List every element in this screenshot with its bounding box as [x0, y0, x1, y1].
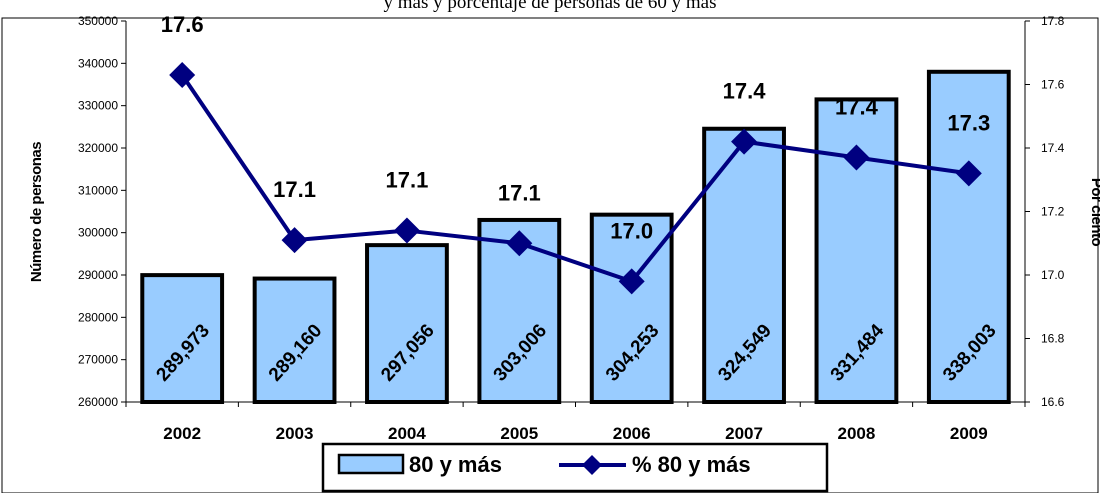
- bars: 289,973 289,160 297,056 303,006 304,253 324,5…: [140, 69, 1011, 405]
- x-tick-label: 2007: [725, 424, 763, 443]
- percent-value-label: 17.0: [610, 218, 653, 243]
- y2-tick-label: 17.0: [1041, 268, 1065, 282]
- legend: 80 y más % 80 y más: [321, 442, 829, 493]
- y2-tick-label: 17.2: [1041, 205, 1065, 219]
- x-tick-label: 2003: [276, 424, 314, 443]
- x-tick-label: 2009: [950, 424, 988, 443]
- bar-2004: [365, 243, 449, 404]
- y-tick-label: 300000: [78, 226, 118, 240]
- percent-value-label: 17.1: [386, 168, 429, 193]
- y-tick-label: 330000: [78, 99, 118, 113]
- percent-value-label: 17.1: [273, 177, 316, 202]
- y2-tick-label: 16.8: [1041, 332, 1065, 346]
- bar-2003: [252, 276, 337, 404]
- percent-value-label: 17.4: [723, 79, 767, 104]
- y2-tick-label: 17.8: [1041, 14, 1065, 28]
- legend-box: [321, 442, 829, 493]
- percent-marker: [955, 160, 982, 187]
- y2-tick-label: 17.4: [1041, 141, 1065, 155]
- percent-marker: [169, 61, 196, 88]
- percent-value-label: 17.1: [498, 180, 541, 205]
- y-tick-label: 260000: [78, 395, 118, 409]
- percent-marker: [281, 227, 308, 254]
- percent-line: [180, 73, 970, 284]
- x-tick-label: 2005: [500, 424, 538, 443]
- y-tick-label: 320000: [78, 141, 118, 155]
- x-tick-label: 2004: [388, 424, 426, 443]
- legend-bar-label: 80 y más: [409, 452, 502, 477]
- y-tick-label: 350000: [78, 14, 118, 28]
- x-axis-labels: 2002 2003 2004 2005 2006 2007 2008 2009: [125, 401, 1026, 443]
- chart-frame: [1, 17, 1099, 493]
- percent-marker: [731, 128, 758, 155]
- percent-value-label: 17.6: [161, 12, 204, 37]
- y2-axis-title: Por ciento: [1088, 178, 1100, 247]
- percent-line-series: 17.6 17.1 17.1 17.1 17.0 17.4 17.4 17.3: [161, 12, 990, 295]
- y-tick-label: 270000: [78, 353, 118, 367]
- chart-title: y más y porcentaje de personas de 60 y m…: [384, 0, 717, 13]
- legend-line-marker: [582, 455, 602, 475]
- y-tick-label: 290000: [78, 268, 118, 282]
- legend-line-label: % 80 y más: [632, 452, 751, 477]
- legend-bar-swatch: [337, 453, 405, 475]
- y-tick-label: 340000: [78, 56, 118, 70]
- y-tick-label: 310000: [78, 183, 118, 197]
- x-tick-label: 2008: [838, 424, 876, 443]
- right-axis: 16.6 16.8 17.0 17.2 17.4 17.6 17.8: [1024, 14, 1065, 409]
- percent-marker: [393, 217, 420, 244]
- y-tick-label: 280000: [78, 310, 118, 324]
- left-axis: 260000 270000 280000 290000 300000 310000 3200…: [78, 14, 127, 409]
- percent-marker: [506, 230, 533, 257]
- percent-marker: [618, 268, 645, 295]
- y2-tick-label: 16.6: [1041, 395, 1065, 409]
- x-tick-label: 2002: [163, 424, 201, 443]
- x-tick-label: 2006: [613, 424, 651, 443]
- y-axis-title: Número de personas: [28, 142, 45, 282]
- percent-value-label: 17.4: [835, 95, 879, 120]
- y2-tick-label: 17.6: [1041, 78, 1065, 92]
- percent-value-label: 17.3: [947, 110, 990, 135]
- percent-marker: [843, 144, 870, 171]
